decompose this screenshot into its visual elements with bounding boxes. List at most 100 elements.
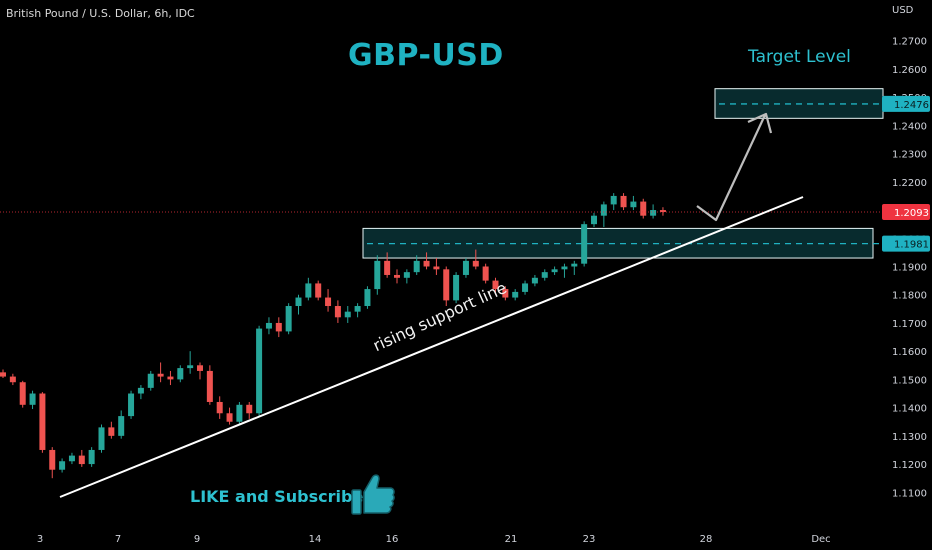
candle-body xyxy=(315,283,322,298)
price-tick-label: 1.1800 xyxy=(892,291,927,302)
candle-body xyxy=(246,404,253,414)
candles-layer xyxy=(0,193,666,479)
candle-body xyxy=(600,204,607,216)
time-tick-label: Dec xyxy=(811,534,830,545)
last-price-badge-label: 1.2093 xyxy=(894,208,929,219)
candle xyxy=(137,385,144,400)
candle-body xyxy=(502,289,509,298)
price-tick-label: 1.2600 xyxy=(892,65,927,76)
candle xyxy=(364,286,371,309)
time-tick-label: 14 xyxy=(309,534,322,545)
candle xyxy=(177,365,184,383)
candle xyxy=(236,401,243,425)
candle-body xyxy=(640,201,647,216)
time-tick-label: 23 xyxy=(583,534,596,545)
time-tick-label: 3 xyxy=(37,534,43,545)
candle xyxy=(246,401,253,419)
candle-body xyxy=(19,382,26,405)
candle xyxy=(620,193,627,211)
candle-body xyxy=(423,260,430,267)
candle-body xyxy=(591,215,597,225)
candle xyxy=(128,390,135,419)
candle xyxy=(305,277,312,301)
candle-body xyxy=(167,376,174,380)
candle xyxy=(640,198,647,219)
candle xyxy=(571,260,578,275)
support-price-badge xyxy=(882,235,930,252)
candle xyxy=(0,369,6,378)
candle-body xyxy=(256,328,263,414)
time-tick-label: 9 xyxy=(194,534,200,545)
candle xyxy=(453,272,460,304)
candle-body xyxy=(384,260,391,275)
candle-body xyxy=(265,322,272,329)
candle-body xyxy=(206,370,213,402)
candle-body xyxy=(177,368,184,380)
candle xyxy=(98,424,105,453)
price-tick-label: 1.1700 xyxy=(892,319,927,330)
candle xyxy=(423,252,430,270)
candle-body xyxy=(531,277,538,284)
like-subscribe-text: LIKE and Subscribe xyxy=(190,487,364,506)
candle xyxy=(541,269,548,281)
candle xyxy=(265,317,272,335)
candle-body xyxy=(334,306,341,318)
candle xyxy=(108,421,115,439)
symbol-label: British Pound / U.S. Dollar, 6h, IDC xyxy=(6,7,195,20)
candle-body xyxy=(413,260,420,273)
candle-body xyxy=(295,297,302,307)
candle xyxy=(226,407,233,425)
candle-body xyxy=(659,210,666,213)
candle-body xyxy=(433,266,440,270)
candle-body xyxy=(78,455,85,465)
candle-body xyxy=(197,365,203,371)
candle xyxy=(551,266,558,275)
candle xyxy=(482,263,489,284)
candle xyxy=(187,351,194,374)
candle-body xyxy=(482,266,489,281)
candle xyxy=(206,365,213,405)
candle-body xyxy=(59,461,66,470)
candle xyxy=(88,447,95,467)
candle-body xyxy=(49,449,56,470)
candle xyxy=(197,362,203,380)
candle xyxy=(659,207,666,216)
candle xyxy=(354,303,361,318)
time-tick-label: 7 xyxy=(115,534,121,545)
candle-body xyxy=(275,322,282,332)
price-tick-label: 1.1200 xyxy=(892,460,927,471)
last-price-badge xyxy=(882,204,930,221)
candle xyxy=(68,452,75,465)
rising-support-line xyxy=(59,196,804,498)
price-tick-label: 1.2400 xyxy=(892,121,927,132)
candle xyxy=(295,294,302,315)
candle-body xyxy=(512,291,519,298)
price-tick-label: 1.1500 xyxy=(892,375,927,386)
candle-body xyxy=(571,263,578,267)
candle-body xyxy=(541,272,548,278)
support-price-badge-label: 1.1981 xyxy=(894,240,929,251)
candle xyxy=(216,396,223,419)
candle xyxy=(403,269,410,284)
candle-body xyxy=(551,269,558,273)
time-axis[interactable]: 3 7 9 14 16 21 23 28 Dec xyxy=(37,534,831,545)
candle-body xyxy=(226,413,233,422)
candle xyxy=(157,362,164,383)
candle-body xyxy=(374,260,381,290)
candle xyxy=(433,258,440,275)
candle xyxy=(118,410,125,439)
candle-body xyxy=(561,266,568,270)
target-price-badge-label: 1.2476 xyxy=(894,100,929,111)
time-tick-label: 16 xyxy=(386,534,399,545)
candle xyxy=(147,370,154,391)
candle-body xyxy=(118,416,125,436)
candle xyxy=(384,252,391,278)
candle xyxy=(413,255,420,275)
candle-body xyxy=(472,260,479,267)
candle-body xyxy=(462,260,469,275)
candle-body xyxy=(108,427,115,436)
candle-body xyxy=(344,311,351,318)
price-axis[interactable]: 1.27001.26001.25001.24001.23001.22001.21… xyxy=(882,37,930,500)
candle-body xyxy=(68,455,75,462)
